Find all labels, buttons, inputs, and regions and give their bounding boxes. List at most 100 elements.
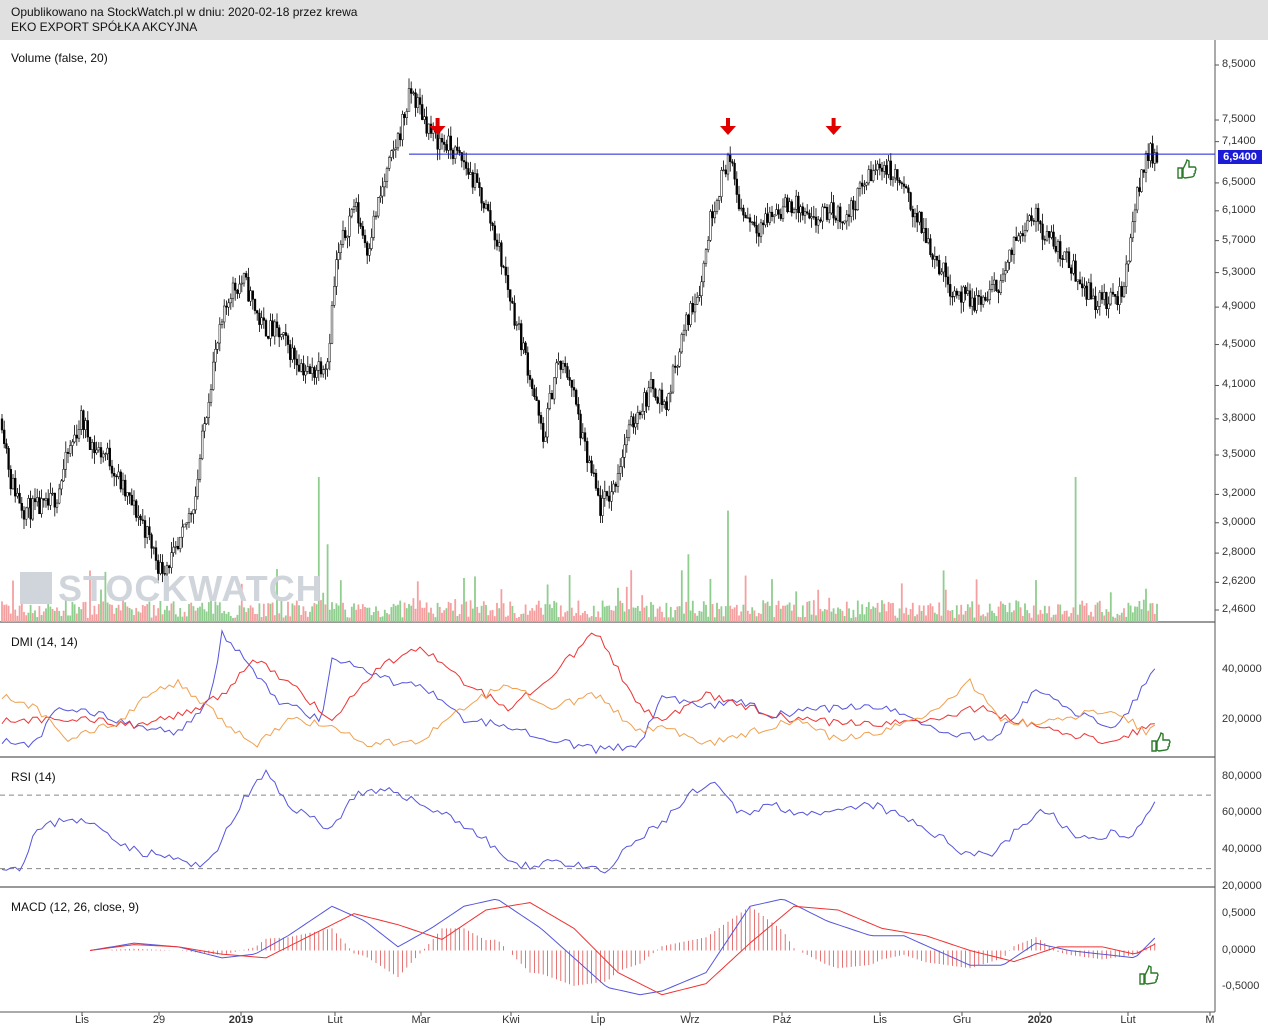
- candle-body: [341, 230, 345, 245]
- candle-body: [381, 186, 384, 197]
- volume-bar: [168, 610, 171, 622]
- volume-bar: [62, 610, 65, 622]
- volume-bar: [225, 613, 228, 622]
- volume-bar: [526, 614, 529, 622]
- volume-bar: [324, 604, 327, 622]
- volume-bar: [471, 608, 474, 622]
- volume-bar: [982, 614, 985, 622]
- candle-body: [247, 277, 250, 302]
- candle-body: [832, 202, 835, 219]
- candle-body: [1045, 231, 1049, 241]
- candle-body: [1008, 249, 1011, 263]
- candle-body: [773, 214, 776, 217]
- candle-body: [1085, 285, 1088, 300]
- volume-bar: [746, 610, 749, 622]
- volume-bar: [425, 602, 428, 622]
- candle-body: [84, 420, 87, 430]
- volume-bar: [850, 617, 853, 622]
- candle-body: [867, 169, 870, 184]
- volume-bar: [817, 589, 820, 622]
- volume-bar: [1017, 601, 1020, 622]
- volume-bar: [38, 606, 41, 622]
- candle-body: [1019, 233, 1022, 237]
- candle-body: [550, 393, 554, 400]
- candle-body: [187, 513, 191, 523]
- candle-body: [297, 364, 301, 372]
- candle-body: [663, 401, 666, 406]
- candle-body: [324, 368, 327, 371]
- volume-bar: [641, 595, 644, 622]
- volume-bar: [504, 616, 507, 622]
- volume-bar: [1114, 617, 1117, 622]
- candle-body: [113, 473, 116, 477]
- candle-body: [152, 547, 155, 549]
- volume-bar: [1101, 611, 1103, 622]
- candle-body: [775, 209, 778, 216]
- candle-body: [154, 547, 158, 561]
- volume-bar: [1024, 603, 1026, 622]
- volume-bar: [361, 604, 364, 622]
- volume-bar: [405, 608, 408, 622]
- volume-bar: [751, 607, 754, 622]
- candle-body: [225, 305, 228, 308]
- candle-body: [421, 104, 424, 120]
- volume-bar: [647, 617, 650, 622]
- volume-bar: [559, 605, 562, 622]
- volume-bar: [236, 614, 239, 622]
- volume-bar: [955, 605, 958, 622]
- price-axis-tick: 7,1400: [1222, 134, 1256, 147]
- volume-bar: [1074, 477, 1077, 622]
- candle-body: [328, 342, 331, 363]
- volume-bar: [337, 605, 340, 622]
- volume-bar: [159, 600, 162, 622]
- candle-body: [1023, 230, 1027, 237]
- candle-body: [588, 460, 591, 463]
- volume-bar: [1041, 613, 1044, 622]
- volume-bar: [828, 597, 831, 622]
- candle-body: [22, 510, 26, 520]
- volume-bar: [161, 614, 164, 622]
- volume-bar: [544, 604, 547, 622]
- volume-bar: [383, 609, 386, 622]
- volume-bar: [166, 605, 168, 622]
- volume-bar: [1147, 610, 1150, 622]
- candle-body: [850, 200, 853, 217]
- volume-bar: [735, 604, 738, 622]
- candle-body: [799, 206, 802, 214]
- volume-bar: [271, 602, 274, 622]
- volume-bar: [984, 616, 987, 622]
- candle-body: [935, 255, 939, 261]
- candle-body: [731, 161, 734, 164]
- candle-body: [141, 519, 144, 521]
- volume-bar: [900, 583, 903, 622]
- candle-body: [258, 312, 261, 325]
- volume-bar: [355, 609, 358, 622]
- volume-bar: [359, 609, 362, 622]
- volume-bar: [60, 616, 63, 622]
- candle-body: [733, 162, 736, 180]
- volume-bar: [1035, 580, 1037, 622]
- volume-bar: [205, 611, 208, 622]
- candle-body: [253, 299, 257, 311]
- volume-bar: [1019, 607, 1022, 622]
- candle-body: [493, 225, 496, 241]
- volume-bar: [729, 605, 732, 622]
- volume-bar: [797, 616, 800, 622]
- volume-bar: [100, 589, 102, 622]
- volume-bar: [1092, 616, 1095, 622]
- candle-body: [1094, 295, 1097, 311]
- volume-bar: [768, 605, 771, 622]
- volume-bar: [179, 607, 182, 622]
- candle-body: [801, 206, 804, 216]
- volume-bar: [716, 602, 718, 622]
- volume-bar: [476, 606, 479, 622]
- candle-body: [876, 163, 879, 171]
- candle-body: [944, 262, 947, 278]
- volume-bar: [782, 605, 784, 622]
- candle-body: [64, 451, 67, 470]
- candle-body: [135, 500, 138, 518]
- volume-bar: [192, 606, 195, 622]
- candle-body: [1136, 187, 1139, 211]
- volume-bar: [333, 609, 336, 622]
